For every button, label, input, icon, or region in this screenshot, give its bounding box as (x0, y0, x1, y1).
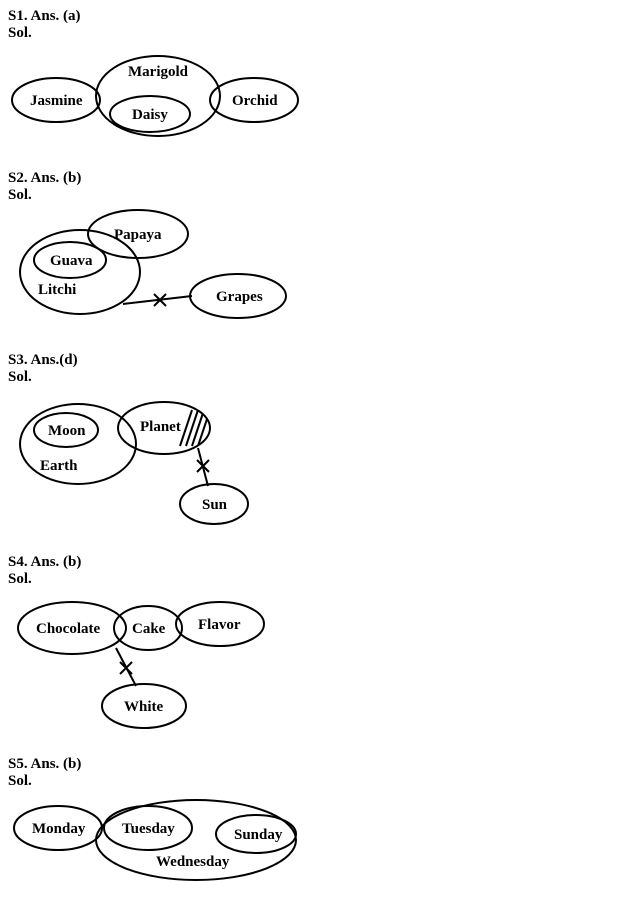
sunday-label: Sunday (234, 827, 283, 843)
papaya-label: Papaya (114, 227, 162, 243)
monday-label: Monday (32, 821, 86, 837)
wednesday-label: Wednesday (156, 854, 230, 870)
jasmine-label: Jasmine (30, 93, 83, 109)
daisy-label: Daisy (132, 107, 168, 123)
litchi-label: Litchi (38, 282, 76, 298)
s5-block: S5. Ans. (b) Sol. Monday Wednesday Tuesday… (8, 756, 634, 890)
s1-block: S1. Ans. (a) Sol. Jasmine Marigold Daisy Or… (8, 8, 634, 152)
white-label: White (124, 699, 164, 715)
s2-header: S2. Ans. (b) (8, 170, 634, 187)
sun-label: Sun (202, 497, 228, 513)
tuesday-label: Tuesday (122, 821, 175, 837)
moon-label: Moon (48, 423, 86, 439)
s2-diagram: Litchi Guava Papaya Grapes (8, 204, 328, 334)
s3-header: S3. Ans.(d) (8, 352, 634, 369)
s4-block: S4. Ans. (b) Sol. Chocolate Cake Flavor Whi… (8, 554, 634, 738)
s4-sol: Sol. (8, 571, 634, 588)
s1-sol: Sol. (8, 25, 634, 42)
s2-block: S2. Ans. (b) Sol. Litchi Guava Papaya Grape… (8, 170, 634, 334)
s1-header: S1. Ans. (a) (8, 8, 634, 25)
marigold-label: Marigold (128, 64, 189, 80)
s3-diagram: Earth Moon Planet Sun (8, 386, 328, 536)
s5-diagram: Monday Wednesday Tuesday Sunday (8, 790, 348, 890)
cake-label: Cake (132, 621, 166, 637)
earth-ellipse (20, 404, 136, 484)
earth-label: Earth (40, 458, 78, 474)
s5-sol: Sol. (8, 773, 634, 790)
flavor-label: Flavor (198, 617, 241, 633)
s5-header: S5. Ans. (b) (8, 756, 634, 773)
s4-header: S4. Ans. (b) (8, 554, 634, 571)
s3-block: S3. Ans.(d) Sol. Earth Moon Planet Sun (8, 352, 634, 536)
planet-label: Planet (140, 419, 181, 435)
s2-sol: Sol. (8, 187, 634, 204)
guava-label: Guava (50, 253, 93, 269)
chocolate-label: Chocolate (36, 621, 100, 637)
s1-diagram: Jasmine Marigold Daisy Orchid (8, 42, 328, 152)
s4-diagram: Chocolate Cake Flavor White (8, 588, 328, 738)
orchid-label: Orchid (232, 93, 278, 109)
grapes-label: Grapes (216, 289, 263, 305)
s3-sol: Sol. (8, 369, 634, 386)
